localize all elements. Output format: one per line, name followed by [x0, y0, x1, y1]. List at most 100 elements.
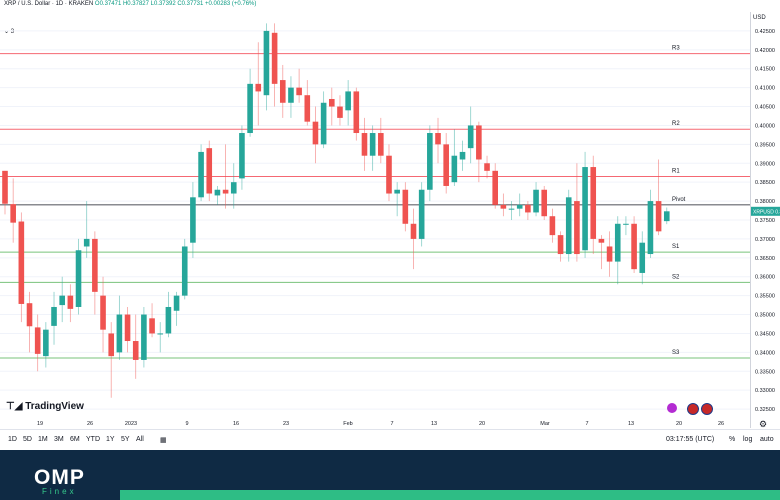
- timeframe-1d[interactable]: 1D: [8, 436, 17, 443]
- candle-body-20: [165, 306, 172, 334]
- brand-subtitle: Finex: [42, 487, 77, 496]
- level-label-r2: R2: [672, 121, 680, 127]
- candle-body-50: [410, 223, 417, 239]
- candle-body-18: [149, 318, 155, 334]
- percent-scale-toggle[interactable]: %: [729, 436, 736, 443]
- candle-body-65: [533, 189, 539, 213]
- timeframe-3m[interactable]: 3M: [54, 436, 64, 443]
- price-axis[interactable]: 0.42500 0.42000 0.41500 0.41000 0.40500 0.400…: [750, 12, 780, 428]
- candle-body-41: [337, 106, 343, 118]
- candle-body-5: [43, 329, 49, 357]
- event-lightning-icon[interactable]: [667, 403, 677, 413]
- candle-body-67: [549, 216, 556, 236]
- price-chart[interactable]: 19 26 2023 9 16 23 Feb 7 13 20 Mar 7 13 20 26 R3 R2 R1 Piv…: [0, 12, 750, 428]
- candle-body-28: [230, 182, 237, 194]
- candle-body-2: [18, 221, 25, 304]
- x-tick-label-4: 16: [233, 421, 239, 427]
- candle-body-8: [67, 295, 74, 309]
- y-tick-label-5: 0.40000: [755, 123, 775, 129]
- candle-body-57: [467, 125, 474, 149]
- timeframe-all[interactable]: All: [136, 436, 144, 443]
- candle-body-46: [378, 133, 384, 156]
- x-tick-label-1: 26: [87, 421, 93, 427]
- symbol-title: XRP / U.S. Dollar · 1D · KRAKEN: [4, 1, 94, 7]
- settings-gear-icon[interactable]: ⚙: [759, 419, 768, 429]
- candle-body-40: [329, 98, 335, 107]
- candle-body-54: [443, 144, 449, 186]
- candle-body-74: [606, 246, 613, 262]
- candle-body-39: [320, 102, 327, 145]
- candle-body-3: [26, 303, 33, 327]
- candle-body-17: [141, 314, 147, 360]
- y-axis-currency: USD: [753, 15, 766, 21]
- indicator-toggle[interactable]: ⌄ 3: [4, 29, 15, 35]
- candle-body-55: [451, 155, 458, 183]
- x-tick-label-13: 20: [676, 421, 682, 427]
- symbol-header[interactable]: XRP / U.S. Dollar · 1D · KRAKEN O0.37471…: [4, 1, 256, 7]
- auto-scale-toggle[interactable]: auto: [760, 436, 774, 443]
- last-price-tag: [751, 206, 780, 216]
- us-flag-icon[interactable]: [687, 403, 699, 415]
- timeframe-ytd[interactable]: YTD: [86, 436, 100, 443]
- timeframe-1y[interactable]: 1Y: [106, 436, 115, 443]
- level-label-r1: R1: [672, 169, 680, 175]
- candle-body-0: [2, 170, 8, 204]
- timeframe-6m[interactable]: 6M: [70, 436, 80, 443]
- x-tick-label-3: 9: [185, 421, 188, 427]
- x-tick-label-0: 19: [37, 421, 43, 427]
- candle-body-64: [525, 204, 531, 213]
- y-tick-label-8: 0.38500: [755, 180, 775, 186]
- tradingview-logo-icon: ⊤◢: [6, 401, 23, 412]
- x-tick-label-5: 23: [283, 421, 289, 427]
- y-tick-label-15: 0.35000: [755, 313, 775, 319]
- x-tick-label-7: 7: [390, 421, 393, 427]
- candle-body-81: [663, 211, 670, 222]
- us-flag-icon-2[interactable]: [701, 403, 713, 415]
- timeframe-5y[interactable]: 5Y: [121, 436, 130, 443]
- candle-body-43: [353, 91, 360, 134]
- candle-body-78: [639, 242, 646, 273]
- x-tick-label-8: 13: [431, 421, 437, 427]
- x-tick-label-2: 2023: [125, 421, 137, 427]
- candle-body-31: [255, 83, 262, 92]
- candle-body-73: [598, 238, 605, 243]
- footer-accent-bar: [120, 490, 780, 500]
- candle-body-70: [574, 201, 580, 255]
- candle-body-69: [565, 197, 572, 255]
- candle-body-77: [631, 223, 637, 270]
- candle-body-52: [427, 133, 433, 190]
- candle-body-63: [516, 204, 523, 209]
- candle-body-59: [484, 163, 490, 171]
- candle-body-60: [492, 170, 498, 205]
- brand-logo: OMP: [34, 466, 85, 489]
- y-tick-label-16: 0.34500: [755, 331, 775, 337]
- y-tick-label-18: 0.33500: [755, 369, 775, 375]
- timeframe-5d[interactable]: 5D: [23, 436, 32, 443]
- candle-body-26: [214, 189, 221, 196]
- candle-body-37: [304, 95, 311, 122]
- chart-frame: XRP / U.S. Dollar · 1D · KRAKEN O0.37471…: [0, 0, 780, 450]
- y-tick-label-11: 0.37000: [755, 237, 775, 243]
- x-tick-label-6: Feb: [343, 421, 352, 427]
- level-label-pivot: Pivot: [672, 197, 686, 203]
- last-price-label: XRPUSD 0.37731: [753, 209, 780, 215]
- candle-body-75: [614, 223, 621, 262]
- candle-body-14: [116, 314, 123, 353]
- y-tick-label-9: 0.38000: [755, 199, 775, 205]
- date-range-calendar-icon[interactable]: ▦: [160, 437, 167, 444]
- level-label-s1: S1: [672, 244, 680, 250]
- candle-body-68: [557, 235, 564, 255]
- y-tick-label-7: 0.39000: [755, 161, 775, 167]
- tradingview-watermark: ⊤◢ TradingView: [6, 401, 84, 412]
- log-scale-toggle[interactable]: log: [743, 436, 753, 443]
- utc-clock[interactable]: 03:17:55 (UTC): [666, 436, 715, 443]
- timeframe-1m[interactable]: 1M: [38, 436, 48, 443]
- bottom-toolbar: 1D 5D 1M 3M 6M YTD 1Y 5Y All ▦ 03:17:55 …: [0, 429, 780, 451]
- candle-body-33: [271, 32, 278, 84]
- y-tick-label-19: 0.33000: [755, 388, 775, 394]
- candle-body-51: [418, 189, 425, 239]
- candle-body-42: [345, 91, 351, 111]
- x-tick-label-14: 26: [718, 421, 724, 427]
- candle-body-19: [157, 333, 164, 335]
- candle-body-6: [51, 306, 57, 326]
